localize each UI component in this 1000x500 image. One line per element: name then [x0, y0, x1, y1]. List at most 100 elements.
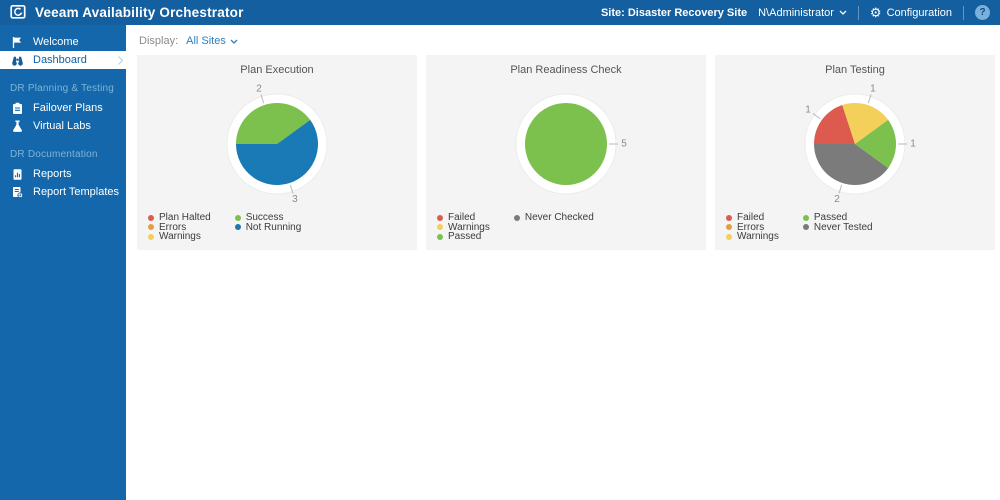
legend-column: Never Checked	[513, 212, 594, 242]
user-menu[interactable]: N\Administrator	[758, 7, 847, 19]
legend-label: Warnings	[159, 231, 201, 243]
sidebar-section-dr-planning: DR Planning & Testing	[10, 83, 115, 94]
legend-item: Plan Halted	[148, 212, 211, 224]
pie-slice	[855, 119, 897, 169]
sidebar-item-report-templates[interactable]: Report Templates	[0, 183, 126, 201]
legend-dot	[802, 224, 809, 231]
sidebar-item-label: Reports	[33, 168, 72, 180]
pie-slice-value: 1	[805, 105, 811, 116]
pie-slice	[236, 119, 318, 185]
sidebar-item-failover-plans[interactable]: Failover Plans	[0, 99, 126, 117]
topbar-divider	[857, 5, 859, 20]
legend-dot	[802, 214, 809, 221]
legend-column: Failed Errors Warnings	[726, 212, 779, 242]
pie-slice-value: 3	[292, 194, 298, 205]
sidebar-item-label: Virtual Labs	[33, 120, 91, 132]
user-name: N\Administrator	[758, 6, 834, 19]
binoculars-icon	[10, 54, 24, 67]
legend-label: Not Running	[245, 221, 302, 233]
card-plan-testing: Plan Testing 1 1 1 2 Failed Errors Warnings Pa…	[715, 55, 995, 250]
sidebar-item-welcome[interactable]: Welcome	[0, 33, 126, 51]
legend-item: Success	[234, 212, 302, 224]
sidebar: Welcome Dashboard DR Planning & Testing	[0, 25, 126, 500]
app-title: Veeam Availability Orchestrator	[35, 5, 244, 20]
sidebar-item-virtual-labs[interactable]: Virtual Labs	[0, 117, 126, 135]
sidebar-item-reports[interactable]: Reports	[0, 165, 126, 183]
pie-slice-value: 5	[621, 139, 627, 150]
legend-item: Never Tested	[802, 221, 873, 233]
legend-dot	[513, 214, 520, 221]
legend-item: Failed	[726, 212, 779, 224]
legend-dot	[726, 214, 732, 221]
legend-item: Errors	[148, 221, 211, 233]
legend-label: Plan Halted	[159, 212, 211, 224]
plan-testing-pie-chart: 1 1 1 2	[715, 76, 995, 212]
top-bar: Veeam Availability Orchestrator Site: Di…	[0, 0, 1000, 25]
failover-plans-icon	[10, 102, 24, 115]
chart-legend: Plan Halted Errors Warnings Success Not Runn…	[137, 212, 417, 243]
pie-slice-value: 1	[870, 83, 876, 94]
legend-dot	[234, 224, 241, 231]
sidebar-section-dr-documentation: DR Documentation	[10, 149, 98, 160]
configuration-label: Configuration	[886, 6, 952, 19]
legend-item: Not Running	[234, 221, 302, 233]
pie-slice-value: 2	[834, 194, 840, 205]
chart-legend: Failed Warnings Passed Never Checked	[426, 212, 706, 242]
legend-label: Errors	[159, 221, 187, 233]
selected-chevron-icon	[118, 56, 123, 65]
sidebar-item-label: Dashboard	[33, 54, 87, 66]
pie-slice	[842, 103, 889, 144]
legend-item: Warnings	[726, 231, 779, 242]
legend-label: Never Tested	[813, 221, 873, 233]
legend-dot	[148, 233, 154, 240]
legend-label: Passed	[813, 212, 848, 224]
legend-dot	[437, 214, 443, 221]
sidebar-item-label: Failover Plans	[33, 102, 103, 114]
legend-item: Passed	[802, 212, 873, 224]
display-label: Display:	[139, 35, 179, 47]
help-button[interactable]: ?	[975, 5, 990, 20]
legend-column: Passed Never Tested	[802, 212, 873, 242]
legend-item: Warnings	[148, 231, 211, 243]
legend-label: Never Checked	[524, 212, 594, 224]
legend-column: Plan Halted Errors Warnings	[148, 212, 211, 243]
pie-slice	[814, 105, 855, 144]
legend-dot	[437, 224, 443, 231]
chart-legend: Failed Errors Warnings Passed Never Tested	[715, 212, 995, 242]
sites-filter-value: All Sites	[186, 35, 226, 47]
legend-item: Errors	[726, 221, 779, 233]
legend-label: Success	[245, 212, 284, 224]
chevron-down-icon	[839, 10, 847, 15]
card-plan-readiness-check: Plan Readiness Check 5 Failed Warnings Pas…	[426, 55, 706, 250]
pie-slice-value: 2	[256, 83, 262, 94]
legend-label: Failed	[737, 212, 765, 224]
legend-dot	[148, 214, 154, 221]
veeam-logo-icon	[8, 4, 27, 21]
sites-filter-dropdown[interactable]: All Sites	[186, 35, 238, 47]
legend-item: Passed	[437, 231, 490, 242]
flag-icon	[10, 36, 24, 49]
legend-column: Success Not Running	[234, 212, 302, 242]
site-label: Site: Disaster Recovery Site	[600, 6, 748, 19]
pie-slice	[814, 144, 889, 186]
legend-label: Failed	[448, 212, 476, 224]
legend-dot	[148, 224, 154, 231]
legend-dot	[726, 224, 732, 231]
sidebar-item-dashboard[interactable]: Dashboard	[0, 51, 126, 69]
legend-label: Errors	[737, 221, 765, 233]
flask-icon	[10, 120, 24, 133]
display-toolbar: Display: All Sites	[137, 25, 1000, 55]
gear-icon: ⚙	[869, 5, 882, 20]
configuration-button[interactable]: ⚙ Configuration	[870, 6, 952, 19]
legend-label: Warnings	[448, 221, 490, 233]
topbar-divider	[963, 5, 964, 20]
legend-item: Failed	[437, 212, 490, 224]
report-icon	[10, 168, 24, 181]
sidebar-item-label: Report Templates	[33, 186, 120, 198]
legend-column: Failed Warnings Passed	[437, 212, 490, 242]
legend-dot	[234, 214, 241, 221]
